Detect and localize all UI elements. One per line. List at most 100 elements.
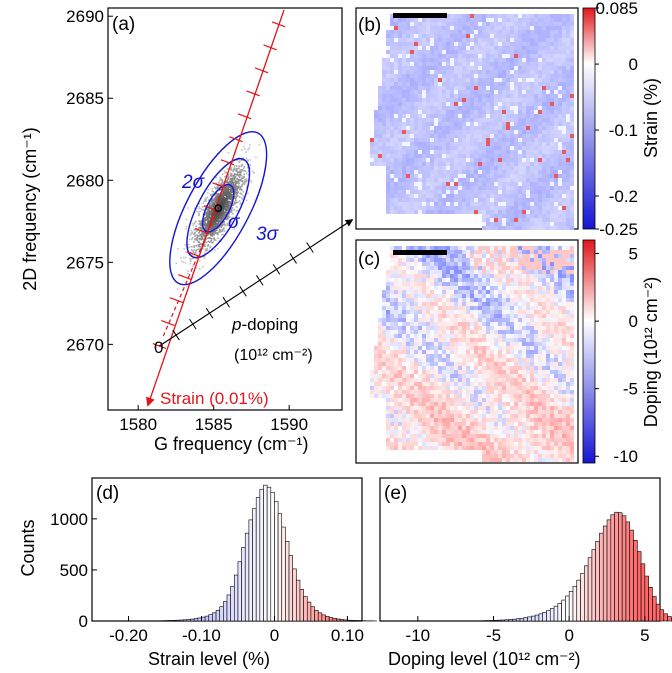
- map-pixel: [390, 98, 394, 102]
- map-pixel: [518, 66, 522, 70]
- map-pixel: [554, 146, 558, 150]
- map-pixel: [430, 154, 434, 158]
- map-pixel: [414, 90, 418, 94]
- map-pixel: [462, 114, 466, 118]
- map-pixel: [378, 118, 382, 122]
- map-pixel: [394, 66, 398, 70]
- map-pixel: [426, 42, 430, 46]
- map-pixel: [430, 162, 434, 166]
- map-pixel: [430, 274, 434, 278]
- map-pixel: [562, 186, 566, 190]
- map-pixel: [406, 66, 410, 70]
- map-pixel: [386, 94, 390, 98]
- map-pixel: [478, 138, 482, 142]
- map-pixel: [566, 178, 570, 182]
- map-pixel: [442, 90, 446, 94]
- map-pixel: [570, 298, 574, 302]
- map-pixel: [538, 50, 542, 54]
- map-pixel: [558, 106, 562, 110]
- map-pixel: [426, 194, 430, 198]
- map-pixel: [542, 158, 546, 162]
- map-pixel: [526, 102, 530, 106]
- scatter-point: [232, 169, 235, 171]
- map-pixel: [474, 42, 478, 46]
- map-pixel: [450, 294, 454, 298]
- scatter-point: [185, 225, 188, 228]
- scatter-point: [205, 197, 207, 200]
- scatter-point: [233, 184, 235, 187]
- map-pixel: [422, 122, 426, 126]
- map-pixel: [390, 22, 394, 26]
- map-pixel: [498, 266, 502, 270]
- scatter-point: [198, 232, 200, 234]
- map-pixel: [390, 290, 394, 294]
- map-pixel: [546, 154, 550, 158]
- map-pixel: [418, 106, 422, 110]
- map-pixel: [422, 158, 426, 162]
- map-pixel: [534, 150, 538, 154]
- map-pixel: [442, 150, 446, 154]
- map-pixel: [450, 290, 454, 294]
- map-pixel: [422, 22, 426, 26]
- map-pixel: [418, 150, 422, 154]
- scatter-point: [215, 229, 218, 231]
- map-pixel: [422, 198, 426, 202]
- map-pixel: [430, 158, 434, 162]
- map-pixel: [514, 222, 518, 226]
- map-pixel: [410, 66, 414, 70]
- a-ytick-label: 2685: [66, 89, 104, 108]
- map-pixel: [558, 302, 562, 306]
- map-pixel: [446, 278, 450, 282]
- scatter-point: [234, 173, 237, 176]
- map-pixel: [434, 62, 438, 66]
- scatter-point: [195, 250, 197, 252]
- map-pixel: [470, 38, 474, 42]
- map-pixel: [374, 142, 378, 146]
- map-pixel: [506, 302, 510, 306]
- map-pixel: [506, 166, 510, 170]
- map-pixel: [550, 302, 554, 306]
- map-pixel: [494, 82, 498, 86]
- map-pixel: [486, 30, 490, 34]
- map-pixel: [442, 98, 446, 102]
- map-pixel: [394, 98, 398, 102]
- scatter-point: [225, 195, 228, 198]
- map-pixel: [374, 126, 378, 130]
- map-pixel: [514, 42, 518, 46]
- map-pixel: [534, 102, 538, 106]
- map-pixel: [450, 282, 454, 286]
- map-pixel: [566, 206, 570, 210]
- map-pixel: [498, 294, 502, 298]
- map-pixel: [430, 198, 434, 202]
- map-pixel: [570, 94, 574, 98]
- scatter-point: [221, 183, 224, 186]
- map-pixel: [446, 46, 450, 50]
- scatter-point: [243, 173, 245, 176]
- map-pixel: [386, 66, 390, 70]
- map-pixel: [546, 22, 550, 26]
- map-pixel: [478, 154, 482, 158]
- map-pixel: [538, 158, 542, 162]
- map-pixel: [438, 186, 442, 190]
- map-pixel: [502, 194, 506, 198]
- scatter-point: [230, 175, 232, 177]
- map-pixel: [490, 46, 494, 50]
- map-pixel: [542, 66, 546, 70]
- map-pixel: [554, 138, 558, 142]
- map-pixel: [514, 178, 518, 182]
- map-pixel: [514, 214, 518, 218]
- map-pixel: [570, 294, 574, 298]
- map-pixel: [478, 18, 482, 22]
- map-pixel: [390, 118, 394, 122]
- map-pixel: [534, 290, 538, 294]
- map-pixel: [490, 114, 494, 118]
- map-pixel: [442, 258, 446, 262]
- map-pixel: [490, 282, 494, 286]
- map-pixel: [382, 106, 386, 110]
- map-pixel: [538, 142, 542, 146]
- scatter-point: [206, 227, 209, 230]
- map-pixel: [522, 206, 526, 210]
- map-pixel: [402, 266, 406, 270]
- map-pixel: [482, 62, 486, 66]
- map-pixel: [450, 66, 454, 70]
